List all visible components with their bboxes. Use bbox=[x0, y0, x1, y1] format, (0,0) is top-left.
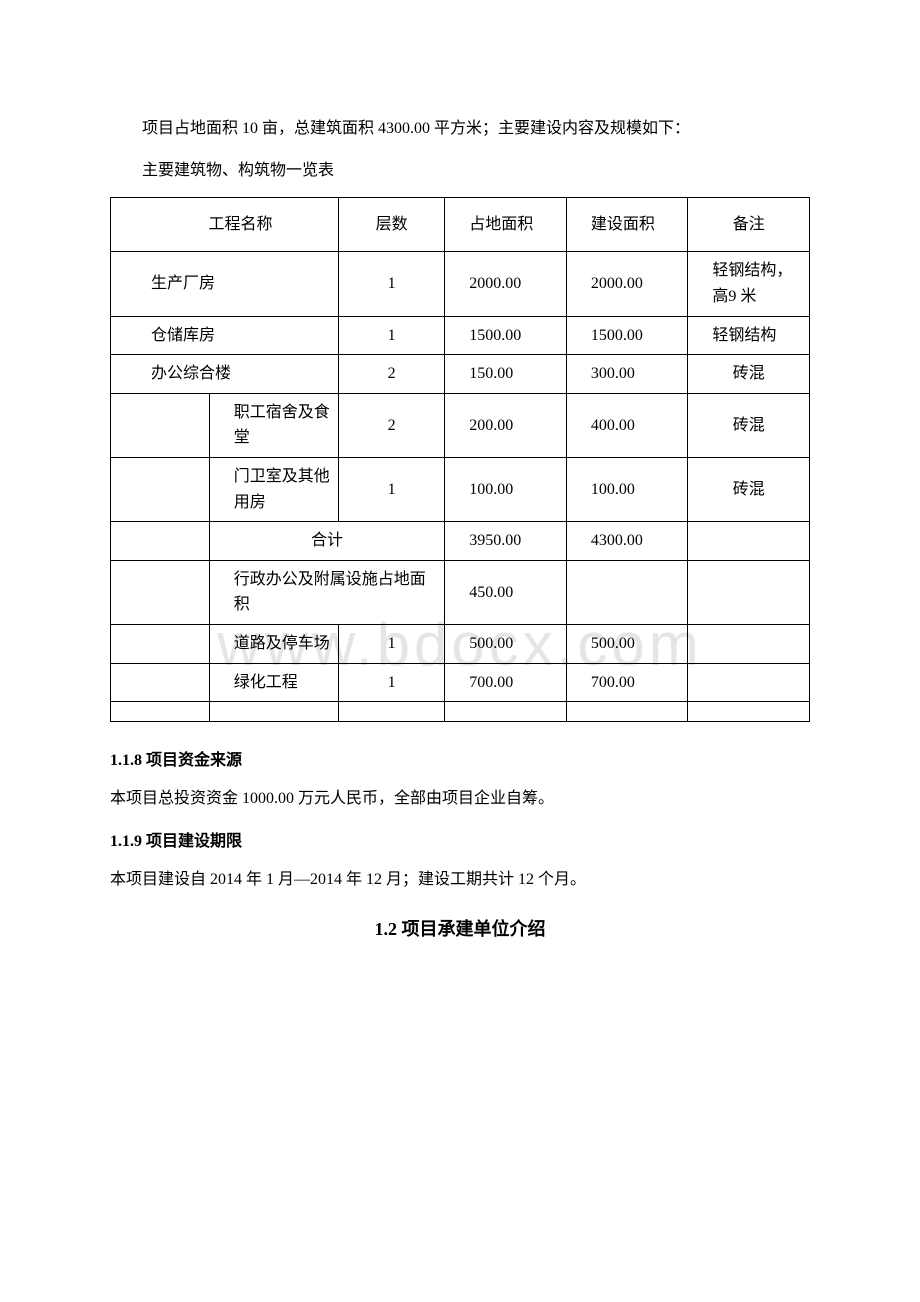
cell-remark: 砖混 bbox=[688, 355, 810, 394]
table-row: 道路及停车场 1 500.00 500.00 bbox=[111, 624, 810, 663]
cell-blank bbox=[111, 560, 210, 624]
cell-floors: 1 bbox=[338, 316, 444, 355]
cell-build: 100.00 bbox=[566, 457, 688, 521]
table-row: 职工宿舍及食堂 2 200.00 400.00 砖混 bbox=[111, 393, 810, 457]
table-row: 绿化工程 1 700.00 700.00 bbox=[111, 663, 810, 702]
table-row: 合计 3950.00 4300.00 bbox=[111, 522, 810, 561]
cell-blank bbox=[111, 663, 210, 702]
cell-blank bbox=[338, 702, 444, 722]
cell-blank bbox=[111, 393, 210, 457]
header-build-area: 建设面积 bbox=[566, 197, 688, 252]
cell-land: 500.00 bbox=[445, 624, 567, 663]
cell-blank bbox=[566, 702, 688, 722]
cell-sub: 门卫室及其他用房 bbox=[209, 457, 338, 521]
table-empty-row bbox=[111, 702, 810, 722]
cell-remark bbox=[688, 560, 810, 624]
cell-land: 700.00 bbox=[445, 663, 567, 702]
table-row: 办公综合楼 2 150.00 300.00 砖混 bbox=[111, 355, 810, 394]
cell-name: 办公综合楼 bbox=[111, 355, 339, 394]
cell-remark bbox=[688, 663, 810, 702]
section-119-heading: 1.1.9 项目建设期限 bbox=[110, 823, 810, 861]
cell-build: 500.00 bbox=[566, 624, 688, 663]
cell-remark bbox=[688, 522, 810, 561]
cell-blank bbox=[111, 457, 210, 521]
section-118-body: 本项目总投资资金 1000.00 万元人民币，全部由项目企业自筹。 bbox=[110, 780, 810, 818]
cell-land: 1500.00 bbox=[445, 316, 567, 355]
cell-sub: 合计 bbox=[209, 522, 445, 561]
table-row: 生产厂房 1 2000.00 2000.00 轻钢结构，高9 米 bbox=[111, 252, 810, 316]
cell-blank bbox=[111, 624, 210, 663]
cell-remark: 砖混 bbox=[688, 393, 810, 457]
cell-remark: 轻钢结构 bbox=[688, 316, 810, 355]
section-12-heading: 1.2 项目承建单位介绍 bbox=[110, 908, 810, 951]
table-row: 仓储库房 1 1500.00 1500.00 轻钢结构 bbox=[111, 316, 810, 355]
cell-floors: 2 bbox=[338, 355, 444, 394]
table-row: 门卫室及其他用房 1 100.00 100.00 砖混 bbox=[111, 457, 810, 521]
cell-floors: 1 bbox=[338, 624, 444, 663]
cell-blank bbox=[445, 702, 567, 722]
table-caption: 主要建筑物、构筑物一览表 bbox=[110, 152, 810, 190]
cell-land: 450.00 bbox=[445, 560, 567, 624]
cell-floors: 1 bbox=[338, 663, 444, 702]
cell-floors: 2 bbox=[338, 393, 444, 457]
cell-sub: 绿化工程 bbox=[209, 663, 338, 702]
cell-land: 100.00 bbox=[445, 457, 567, 521]
cell-build: 1500.00 bbox=[566, 316, 688, 355]
cell-floors: 1 bbox=[338, 457, 444, 521]
section-118-heading: 1.1.8 项目资金来源 bbox=[110, 742, 810, 780]
cell-blank bbox=[209, 702, 338, 722]
buildings-table: 工程名称 层数 占地面积 建设面积 备注 生产厂房 1 2000.00 2000… bbox=[110, 197, 810, 722]
cell-build: 2000.00 bbox=[566, 252, 688, 316]
cell-land: 150.00 bbox=[445, 355, 567, 394]
table-header-row: 工程名称 层数 占地面积 建设面积 备注 bbox=[111, 197, 810, 252]
cell-build: 300.00 bbox=[566, 355, 688, 394]
cell-blank bbox=[111, 522, 210, 561]
section-119-body: 本项目建设自 2014 年 1 月—2014 年 12 月；建设工期共计 12 … bbox=[110, 861, 810, 899]
cell-blank bbox=[688, 702, 810, 722]
cell-build: 700.00 bbox=[566, 663, 688, 702]
cell-land: 3950.00 bbox=[445, 522, 567, 561]
cell-blank bbox=[111, 702, 210, 722]
header-land-area: 占地面积 bbox=[445, 197, 567, 252]
cell-build: 400.00 bbox=[566, 393, 688, 457]
cell-land: 200.00 bbox=[445, 393, 567, 457]
cell-name: 生产厂房 bbox=[111, 252, 339, 316]
table-row: 行政办公及附属设施占地面积 450.00 bbox=[111, 560, 810, 624]
header-floors: 层数 bbox=[338, 197, 444, 252]
cell-remark bbox=[688, 624, 810, 663]
cell-floors: 1 bbox=[338, 252, 444, 316]
cell-land: 2000.00 bbox=[445, 252, 567, 316]
header-remark: 备注 bbox=[688, 197, 810, 252]
cell-build bbox=[566, 560, 688, 624]
cell-remark: 砖混 bbox=[688, 457, 810, 521]
cell-name: 仓储库房 bbox=[111, 316, 339, 355]
cell-sub: 职工宿舍及食堂 bbox=[209, 393, 338, 457]
cell-remark: 轻钢结构，高9 米 bbox=[688, 252, 810, 316]
intro-paragraph: 项目占地面积 10 亩，总建筑面积 4300.00 平方米；主要建设内容及规模如… bbox=[110, 110, 810, 148]
cell-build: 4300.00 bbox=[566, 522, 688, 561]
header-name: 工程名称 bbox=[111, 197, 339, 252]
cell-sub: 道路及停车场 bbox=[209, 624, 338, 663]
cell-sub: 行政办公及附属设施占地面积 bbox=[209, 560, 445, 624]
